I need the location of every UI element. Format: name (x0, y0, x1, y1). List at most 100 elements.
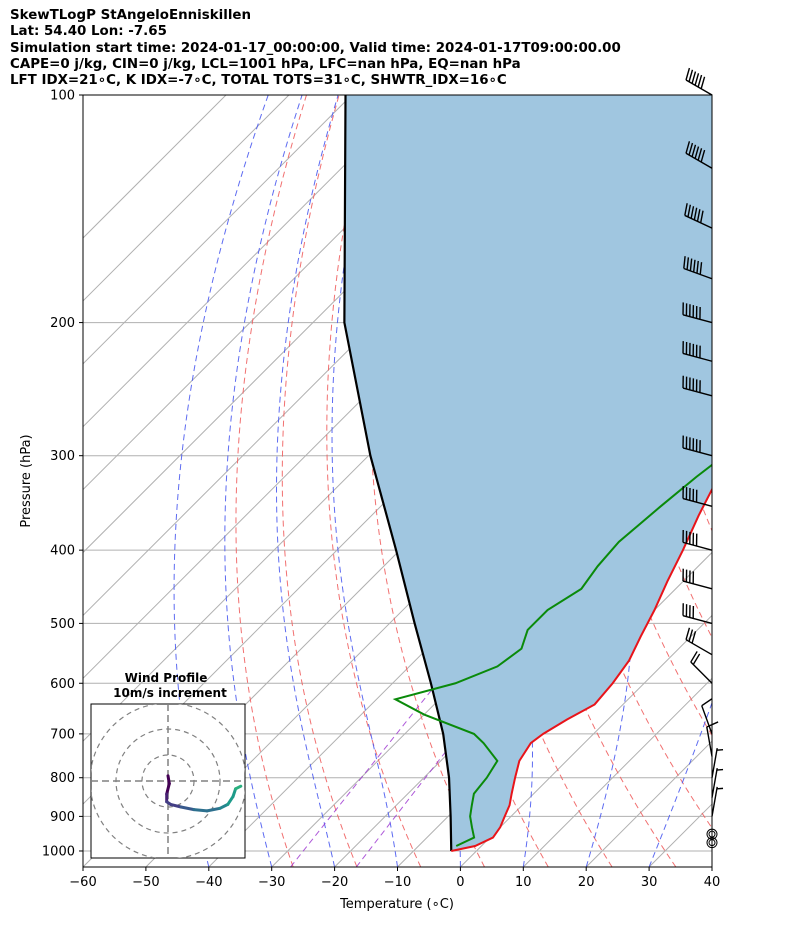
hodograph-segment (205, 806, 222, 813)
x-tick-label: −30 (258, 875, 285, 890)
wind-barb (682, 530, 713, 551)
barb-staff (711, 786, 718, 817)
dry-adiabat (730, 95, 794, 867)
y-tick-label: 200 (50, 316, 75, 331)
station-title: SkewTLogP StAngeloEnniskillen (10, 8, 252, 23)
barb-flag (683, 256, 686, 269)
barb-staff (682, 541, 713, 551)
barb-flag (691, 71, 697, 84)
hodograph-plot (91, 704, 245, 858)
y-tick-label: 900 (50, 810, 75, 825)
parcel-profile-line (343, 95, 453, 852)
station-coordinates: Lat: 54.40 Lon: -7.65 (10, 24, 167, 40)
y-tick-label: 400 (50, 544, 75, 559)
barb-flag (697, 74, 703, 88)
barb-staff (685, 639, 713, 656)
wind-barb (682, 341, 713, 362)
barb-staff (701, 705, 713, 735)
barb-staff (685, 152, 713, 169)
isotherm (83, 95, 290, 302)
barb-flag (688, 69, 694, 82)
wind-barb (684, 203, 713, 229)
cape-cin-indices: CAPE=0 j/kg, CIN=0 j/kg, LCL=1001 hPa, L… (10, 56, 521, 72)
barb-flag (687, 204, 692, 218)
barb-staff (682, 447, 713, 457)
dry-adiabat (763, 95, 794, 867)
isotherm (83, 95, 416, 428)
barb-flag (689, 258, 693, 271)
barb-staff (682, 314, 713, 324)
wind-barb (690, 651, 713, 684)
wind-barb (682, 435, 713, 457)
wind-barb (685, 141, 713, 169)
x-tick-label: −40 (195, 875, 222, 890)
hodograph-segment (179, 805, 196, 812)
temperature-profile-line (451, 487, 712, 852)
isotherm (711, 866, 712, 867)
barb-flag (685, 141, 691, 154)
isotherm (83, 95, 353, 365)
hodograph-subtitle: 10m/s increment (113, 686, 227, 700)
wind-barb (711, 767, 724, 798)
moist-adiabat (276, 95, 339, 867)
barb-flag (686, 257, 690, 270)
chart-header: SkewTLogP StAngeloEnniskillen Lat: 54.40… (10, 8, 621, 89)
barb-staff (711, 767, 718, 798)
barb-staff (706, 726, 713, 757)
simulation-times: Simulation start time: 2024-01-17_00:00:… (10, 40, 621, 56)
y-tick-label: 100 (50, 89, 75, 104)
y-tick-label: 1000 (42, 844, 75, 859)
wind-barb (701, 698, 713, 735)
isotherm (83, 95, 227, 239)
barb-flag (691, 144, 697, 157)
hodograph-segment (234, 784, 243, 791)
x-tick-label: 30 (641, 875, 658, 890)
barb-staff (682, 614, 713, 625)
wind-barb (682, 302, 713, 324)
wind-barb (682, 375, 713, 397)
dewpoint-profile-line (392, 463, 712, 847)
barb-flag (691, 631, 697, 644)
barb-flag (696, 209, 701, 222)
barb-staff (684, 214, 713, 229)
moist-adiabat (711, 865, 712, 867)
y-tick-label: 600 (50, 677, 75, 692)
x-tick-label: 10 (515, 875, 532, 890)
wind-barb (682, 603, 713, 625)
isotherm (460, 614, 712, 867)
y-tick-label: 500 (50, 617, 75, 632)
barb-staff (682, 352, 713, 362)
barb-flag (694, 73, 700, 86)
y-tick-label: 700 (50, 727, 75, 742)
barb-staff (690, 661, 713, 684)
barb-flag (699, 210, 704, 223)
dry-adiabat (369, 95, 485, 867)
stability-indices: LFT IDX=21∘C, K IDX=-7∘C, TOTAL TOTS=31∘… (10, 73, 507, 89)
hodograph-title: Wind Profile (125, 671, 208, 685)
barb-flag (685, 67, 691, 81)
y-axis-label: Pressure (hPa) (19, 434, 34, 527)
dry-adiabat (326, 95, 422, 867)
moist-adiabat (585, 95, 634, 867)
x-axis-label: Temperature (∘C) (339, 897, 454, 912)
barb-flag (684, 203, 688, 216)
barb-staff (682, 387, 713, 397)
x-tick-label: 40 (704, 875, 721, 890)
barb-staff (682, 497, 713, 507)
dry-adiabat (235, 95, 307, 867)
x-tick-label: 20 (578, 875, 595, 890)
wind-barb (683, 256, 713, 280)
barb-flag (699, 262, 703, 275)
barb-staff (683, 267, 713, 280)
barb-staff (711, 748, 718, 778)
barb-flag (690, 206, 695, 219)
hodograph-segment (165, 782, 171, 796)
y-tick-label: 800 (50, 771, 75, 786)
barb-flag (685, 627, 691, 640)
hodograph-segment (169, 802, 183, 809)
wind-barb (685, 627, 713, 656)
barb-flag (688, 142, 694, 156)
barb-flag (688, 629, 694, 642)
barb-flag (700, 149, 706, 163)
